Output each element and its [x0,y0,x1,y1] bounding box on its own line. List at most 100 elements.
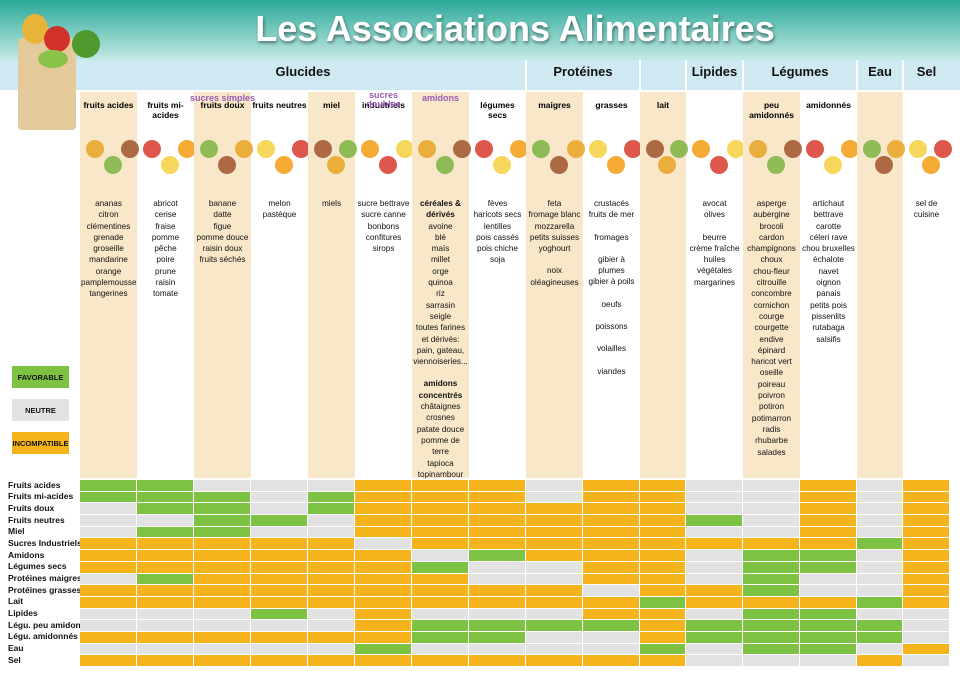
food-item: courge [758,311,785,321]
cell [412,515,469,527]
food-item: radis [762,424,781,434]
cell [308,655,355,667]
food-item: champignons [747,244,796,254]
cell [743,643,800,656]
food-item: artichaut [812,199,845,208]
row-label: Eau [8,643,24,654]
food-item: courgette [754,323,789,333]
cell [640,550,686,562]
cell [640,585,686,597]
row-label: Lait [8,596,24,607]
food-item: banane [208,199,237,208]
cell [857,526,903,539]
food-item: fruits séchés [199,255,246,265]
cell [469,608,526,621]
cell [251,585,308,597]
food-image [727,140,745,158]
cell [800,491,857,504]
food-image [887,140,905,158]
cell [640,503,686,516]
food-image [510,140,528,158]
cell [686,655,743,667]
cell [194,655,251,667]
cell [800,515,857,527]
food-image [160,156,179,174]
cell [137,573,194,586]
cell [640,643,686,656]
cell [194,608,251,621]
bag-produce [22,14,48,44]
cell [800,631,857,644]
food-item: haricot vert [751,357,792,367]
cell [903,643,950,656]
cell [800,538,857,551]
food-list: asperge aubergine brocoli cardon champignons… [744,198,799,458]
cell [469,480,526,492]
cell [903,620,950,632]
cell [743,538,800,551]
cell [137,480,194,492]
cell [583,491,640,504]
cell [469,491,526,504]
cell [583,550,640,562]
cell [526,491,583,504]
cell [903,608,950,621]
food-item: gibier à plumes [598,254,625,276]
column-label: amidonnés [806,100,851,110]
column-label: fruits mi-acides [147,100,184,120]
food-item: pêche [154,244,177,254]
food-item: oeufs [601,299,622,309]
separator [902,60,904,90]
food-item: melon [268,199,291,208]
cell [80,526,137,539]
cell [194,515,251,527]
food-item: potimarron [751,413,792,423]
cell [308,608,355,621]
food-image [549,156,568,174]
cell [469,561,526,574]
food-image [921,156,940,174]
cell [355,620,412,632]
cell [355,515,412,527]
food-item: crustacés [593,199,630,208]
cell [686,643,743,656]
food-item: céleri rave [809,232,848,242]
food-item: citrouille [756,278,787,288]
food-list: miels [309,198,354,209]
food-item: échalote [813,255,844,265]
food-item: carotte [815,221,842,231]
food-item: haricots secs [473,210,522,220]
food-item: pois cassés [476,232,519,242]
food-item: navet [818,266,839,276]
cell [137,596,194,609]
spacer [584,221,639,232]
food-image [257,140,275,158]
cell [640,538,686,551]
bag-produce [72,30,100,58]
cell [583,515,640,527]
cell [80,643,137,656]
group-label: Eau [868,64,892,79]
food-item: avoine [428,221,453,231]
cell [80,573,137,586]
food-list: artichaut bettrave carotte céleri rave chou … [801,198,856,345]
column-label: peu amidonnés [749,100,794,120]
cell [857,515,903,527]
cell [526,585,583,597]
food-item: oseille [759,368,784,378]
cell [137,561,194,574]
cell [743,585,800,597]
food-image [121,140,139,158]
food-item: prune [155,266,176,276]
group-label: Sel [916,64,937,79]
cell [355,631,412,644]
column-label: grasses [595,100,628,110]
food-image [217,156,236,174]
header-band [0,0,960,60]
food-item: millet [430,255,451,265]
cell [743,631,800,644]
cell [137,585,194,597]
row-label: Lipides [8,608,38,619]
cell [194,643,251,656]
food-item: orge [432,266,449,276]
